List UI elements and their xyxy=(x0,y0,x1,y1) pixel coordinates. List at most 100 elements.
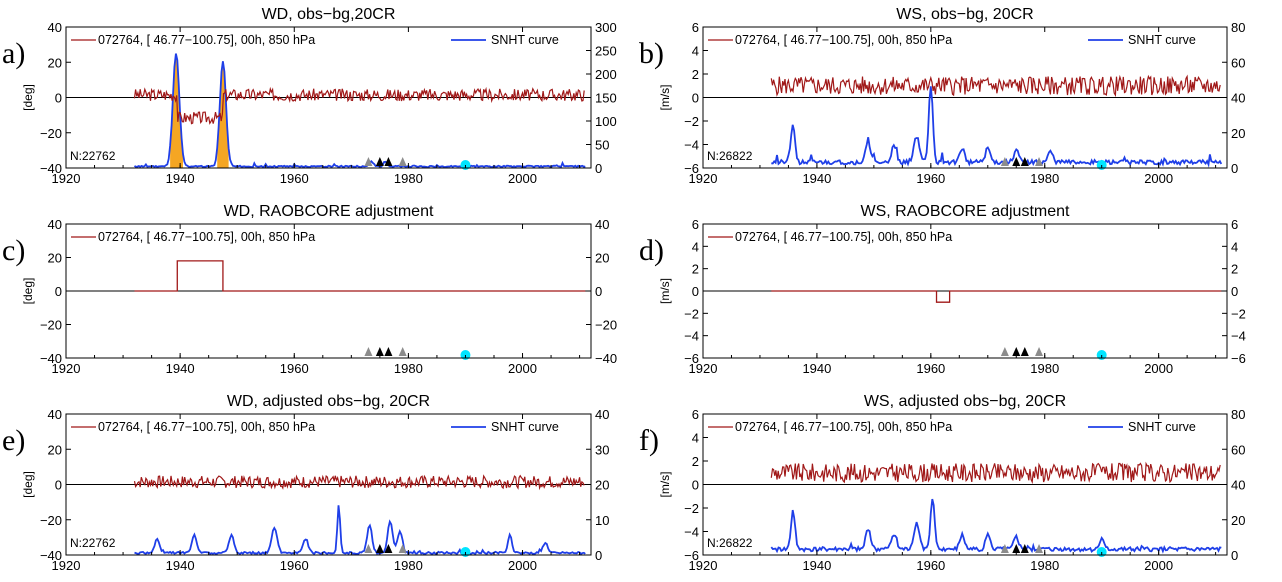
n-label: N:26822 xyxy=(707,149,753,163)
data-layer xyxy=(770,74,1223,168)
y-tick-label: 20 xyxy=(48,251,62,266)
legend-obs-label: 072764, [ 46.77−100.75], 00h, 850 hPa xyxy=(735,33,952,47)
x-tick-label: 2000 xyxy=(1144,171,1173,186)
break-marker xyxy=(398,157,407,166)
legend-snht-label: SNHT curve xyxy=(1128,420,1196,434)
break-marker xyxy=(398,347,407,356)
y2-tick-label: 60 xyxy=(1231,442,1245,457)
y2-tick-label: 4 xyxy=(1231,239,1238,254)
y-axis-label: [m/s] xyxy=(658,85,672,111)
break-marker xyxy=(1012,347,1021,356)
x-tick-label: 1920 xyxy=(689,361,718,376)
y2-tick-label: 80 xyxy=(1231,407,1245,422)
y-tick-label: −6 xyxy=(684,351,699,366)
obs-curve xyxy=(133,86,585,125)
y-tick-label: 0 xyxy=(55,91,62,106)
panel-title: WD, adjusted obs−bg, 20CR xyxy=(227,393,430,410)
panel-label: f) xyxy=(639,424,659,457)
data-layer xyxy=(133,53,586,168)
break-marker xyxy=(1020,157,1029,166)
y-tick-label: 0 xyxy=(692,91,699,106)
data-layer xyxy=(771,290,1222,303)
x-tick-label: 2000 xyxy=(508,361,537,376)
legend-obs-label: 072764, [ 46.77−100.75], 00h, 850 hPa xyxy=(735,230,952,244)
y-tick-label: 2 xyxy=(692,454,699,469)
y2-tick-label: 80 xyxy=(1231,20,1245,35)
data-layer xyxy=(133,474,586,555)
y-tick-label: −6 xyxy=(684,548,699,563)
y2-tick-label: 250 xyxy=(595,44,617,59)
x-tick-label: 1960 xyxy=(280,558,309,573)
y-tick-label: 0 xyxy=(692,284,699,299)
y2-tick-label: 20 xyxy=(1231,126,1245,141)
y2-tick-label: −40 xyxy=(595,351,617,366)
panel-e: WD, adjusted obs−bg, 20CR e) 1920 1940 1960 1… xyxy=(2,393,609,573)
y-tick-label: 6 xyxy=(692,407,699,422)
break-marker xyxy=(1020,544,1029,553)
panel-title: WS, obs−bg, 20CR xyxy=(896,6,1033,23)
y-tick-label: 0 xyxy=(55,284,62,299)
y2-tick-label: 20 xyxy=(595,478,609,493)
panel-label: e) xyxy=(2,424,25,457)
adjustment-curve xyxy=(134,260,586,292)
y2-tick-label: 40 xyxy=(595,407,609,422)
y2-tick-label: 40 xyxy=(1231,91,1245,106)
y-tick-label: 40 xyxy=(48,20,62,35)
y2-tick-label: 20 xyxy=(595,251,609,266)
x-tick-label: 1940 xyxy=(166,361,195,376)
x-tick-label: 1920 xyxy=(689,558,718,573)
y2-tick-label: 6 xyxy=(1231,217,1238,232)
x-tick-label: 1960 xyxy=(916,361,945,376)
y-tick-label: 6 xyxy=(692,20,699,35)
x-tick-label: 1980 xyxy=(394,361,423,376)
y2-tick-label: 0 xyxy=(595,161,602,176)
y2-tick-label: 100 xyxy=(595,114,617,129)
panel-label: d) xyxy=(639,234,664,267)
y-tick-label: −2 xyxy=(684,114,699,129)
x-tick-label: 1940 xyxy=(802,558,831,573)
y-tick-label: −40 xyxy=(40,161,62,176)
x-tick-label: 1980 xyxy=(1030,361,1059,376)
y-tick-label: 2 xyxy=(692,67,699,82)
x-tick-label: 1980 xyxy=(1030,171,1059,186)
y-tick-label: −20 xyxy=(40,126,62,141)
legend-obs-label: 072764, [ 46.77−100.75], 00h, 850 hPa xyxy=(735,420,952,434)
break-marker xyxy=(1012,544,1021,553)
x-tick-label: 1920 xyxy=(52,558,81,573)
legend-snht-label: SNHT curve xyxy=(1128,33,1196,47)
y2-tick-label: 30 xyxy=(595,442,609,457)
panel-label: a) xyxy=(2,37,25,70)
snht-curve xyxy=(134,505,586,555)
break-marker xyxy=(364,157,373,166)
x-tick-label: 1920 xyxy=(52,361,81,376)
n-label: N:26822 xyxy=(707,536,753,550)
y-tick-label: 40 xyxy=(48,217,62,232)
legend-obs-label: 072764, [ 46.77−100.75], 00h, 850 hPa xyxy=(98,33,315,47)
y-tick-label: 40 xyxy=(48,407,62,422)
y2-tick-label: 2 xyxy=(1231,262,1238,277)
y2-tick-label: −20 xyxy=(595,318,617,333)
x-tick-label: 1960 xyxy=(280,171,309,186)
legend-snht-label: SNHT curve xyxy=(491,33,559,47)
x-tick-label: 2000 xyxy=(508,558,537,573)
panel-label: c) xyxy=(2,234,25,267)
y-tick-label: −40 xyxy=(40,351,62,366)
y-axis-label: [m/s] xyxy=(658,278,672,304)
y-tick-label: −4 xyxy=(684,525,699,540)
x-tick-label: 1960 xyxy=(916,558,945,573)
y2-tick-label: −6 xyxy=(1231,351,1246,366)
y2-tick-label: 0 xyxy=(595,548,602,563)
panel-title: WD, obs−bg,20CR xyxy=(262,6,396,23)
x-tick-label: 1940 xyxy=(802,361,831,376)
break-marker xyxy=(1035,347,1044,356)
snht-curve xyxy=(133,53,586,168)
legend-obs-label: 072764, [ 46.77−100.75], 00h, 850 hPa xyxy=(98,230,315,244)
obs-curve xyxy=(770,461,1221,485)
y-tick-label: 20 xyxy=(48,442,62,457)
snht-curve xyxy=(771,86,1223,168)
panel-d: WS, RAOBCORE adjustment d) 1920 1940 1960 198… xyxy=(639,203,1246,376)
y2-tick-label: 0 xyxy=(1231,284,1238,299)
y-axis-label: [m/s] xyxy=(658,472,672,498)
y-tick-label: −4 xyxy=(684,138,699,153)
